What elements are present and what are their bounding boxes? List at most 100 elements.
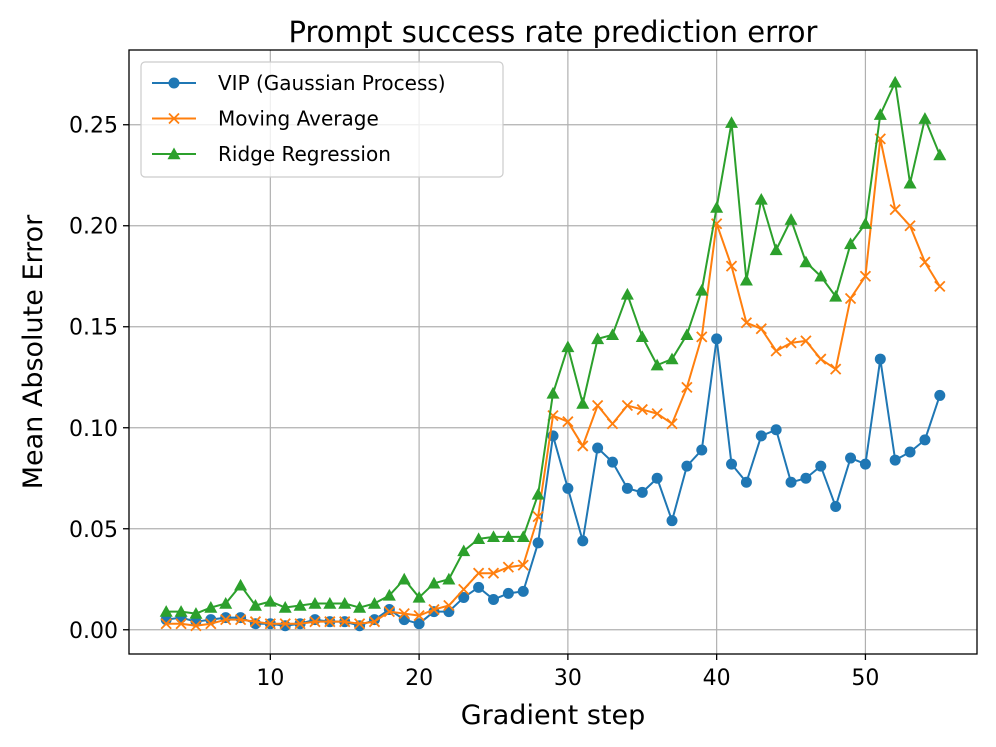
ridge-point — [606, 328, 620, 341]
ridge-point — [531, 487, 545, 500]
moving-average-point-stroke — [413, 609, 425, 622]
ridge-point — [858, 217, 872, 229]
moving-average-point-stroke — [309, 616, 321, 628]
ridge-point — [561, 340, 575, 353]
moving-average-point-stroke — [934, 280, 946, 292]
moving-average-point-stroke — [889, 203, 901, 216]
y-tick-label: 0.25 — [69, 114, 118, 139]
moving-average-point — [651, 407, 663, 420]
moving-average-point — [175, 618, 187, 630]
ridge-point — [397, 572, 411, 585]
moving-average-point-stroke — [175, 618, 187, 630]
vip-point — [562, 482, 574, 494]
vip-point — [845, 452, 857, 464]
moving-average-point-stroke — [428, 603, 440, 616]
ridge-point — [308, 596, 322, 609]
legend-marker-vip — [168, 77, 180, 89]
moving-average-point — [487, 567, 500, 579]
ridge-point — [739, 273, 753, 286]
legend-marker-ridge — [167, 147, 181, 160]
legend-entry-moving-average: Moving Average — [152, 107, 379, 131]
moving-average-point-stroke — [562, 416, 574, 428]
ridge-point — [367, 596, 381, 609]
vip-point — [249, 618, 261, 630]
moving-average-point — [353, 618, 366, 630]
moving-average-point-stroke — [249, 616, 262, 628]
ridge-point — [799, 255, 813, 268]
vip-point — [726, 458, 738, 470]
ridge-point — [174, 605, 188, 617]
legend-box — [140, 61, 504, 178]
moving-average-point-stroke — [368, 616, 381, 628]
ridge-point — [159, 605, 173, 617]
moving-average-point-stroke — [919, 256, 931, 268]
y-tick-label: 0.20 — [69, 215, 118, 240]
moving-average-point-stroke — [770, 345, 782, 357]
moving-average-point-stroke — [234, 614, 247, 626]
moving-average-point — [368, 616, 381, 628]
moving-average-point — [844, 292, 857, 305]
moving-average-point-stroke — [577, 440, 589, 452]
moving-average-point — [160, 618, 172, 630]
ridge-point — [278, 601, 292, 613]
ridge-point — [873, 108, 887, 120]
moving-average-point — [904, 220, 916, 232]
vip-point — [517, 585, 529, 597]
moving-average-point-stroke — [681, 381, 693, 393]
ridge-point — [486, 530, 500, 543]
moving-average-point-stroke — [785, 337, 797, 349]
y-tick-label: 0.15 — [69, 316, 118, 341]
vip-point — [874, 353, 886, 365]
ridge-point — [918, 112, 932, 124]
moving-average-point-stroke — [800, 335, 812, 347]
legend-marker-moving-average-stroke — [168, 112, 180, 125]
moving-average-series — [160, 133, 946, 632]
moving-average-point — [443, 599, 455, 612]
moving-average-point-stroke — [815, 353, 827, 365]
moving-average-point — [577, 440, 589, 452]
moving-average-point-stroke — [606, 418, 619, 430]
moving-average-point-stroke — [398, 607, 410, 620]
moving-average-point — [681, 381, 693, 393]
moving-average-point-stroke — [859, 270, 872, 282]
moving-average-point — [755, 323, 767, 335]
ridge-point — [888, 75, 902, 88]
ridge-point — [412, 590, 426, 603]
ridge-point — [323, 596, 337, 609]
moving-average-point — [934, 280, 946, 292]
moving-average-point — [413, 609, 425, 622]
moving-average-point-stroke — [621, 399, 634, 412]
moving-average-point-stroke — [844, 292, 857, 305]
moving-average-point-stroke — [830, 363, 842, 375]
moving-average-point-stroke — [458, 583, 470, 595]
moving-average-point — [606, 418, 619, 430]
moving-average-point-stroke — [279, 618, 291, 630]
moving-average-point — [636, 403, 648, 416]
vip-point — [592, 442, 604, 454]
moving-average-point — [740, 317, 753, 329]
ridge-point — [903, 176, 917, 189]
legend: VIP (Gaussian Process) Moving Average Ridg… — [140, 61, 504, 178]
moving-average-point-stroke — [324, 616, 336, 628]
ridge-point — [442, 572, 456, 585]
x-axis-label: Gradient step — [461, 700, 646, 731]
vip-point — [636, 486, 648, 498]
moving-average-point-stroke — [353, 618, 366, 630]
vip-point — [770, 424, 782, 436]
moving-average-point — [815, 353, 827, 365]
ridge-series — [159, 75, 947, 619]
moving-average-point-stroke — [651, 407, 663, 420]
moving-average-point — [517, 559, 529, 571]
ridge-point — [754, 192, 768, 205]
ridge-point — [814, 269, 828, 282]
moving-average-point — [309, 616, 321, 628]
moving-average-point — [502, 561, 515, 573]
ridge-point — [784, 213, 798, 225]
vip-point — [532, 537, 544, 549]
moving-average-point-stroke — [264, 618, 276, 630]
moving-average-point-stroke — [472, 567, 485, 579]
vip-point — [487, 593, 499, 605]
x-tick-label: 10 — [256, 666, 284, 691]
vip-point — [473, 581, 485, 593]
legend-label-ridge: Ridge Regression — [218, 142, 391, 166]
